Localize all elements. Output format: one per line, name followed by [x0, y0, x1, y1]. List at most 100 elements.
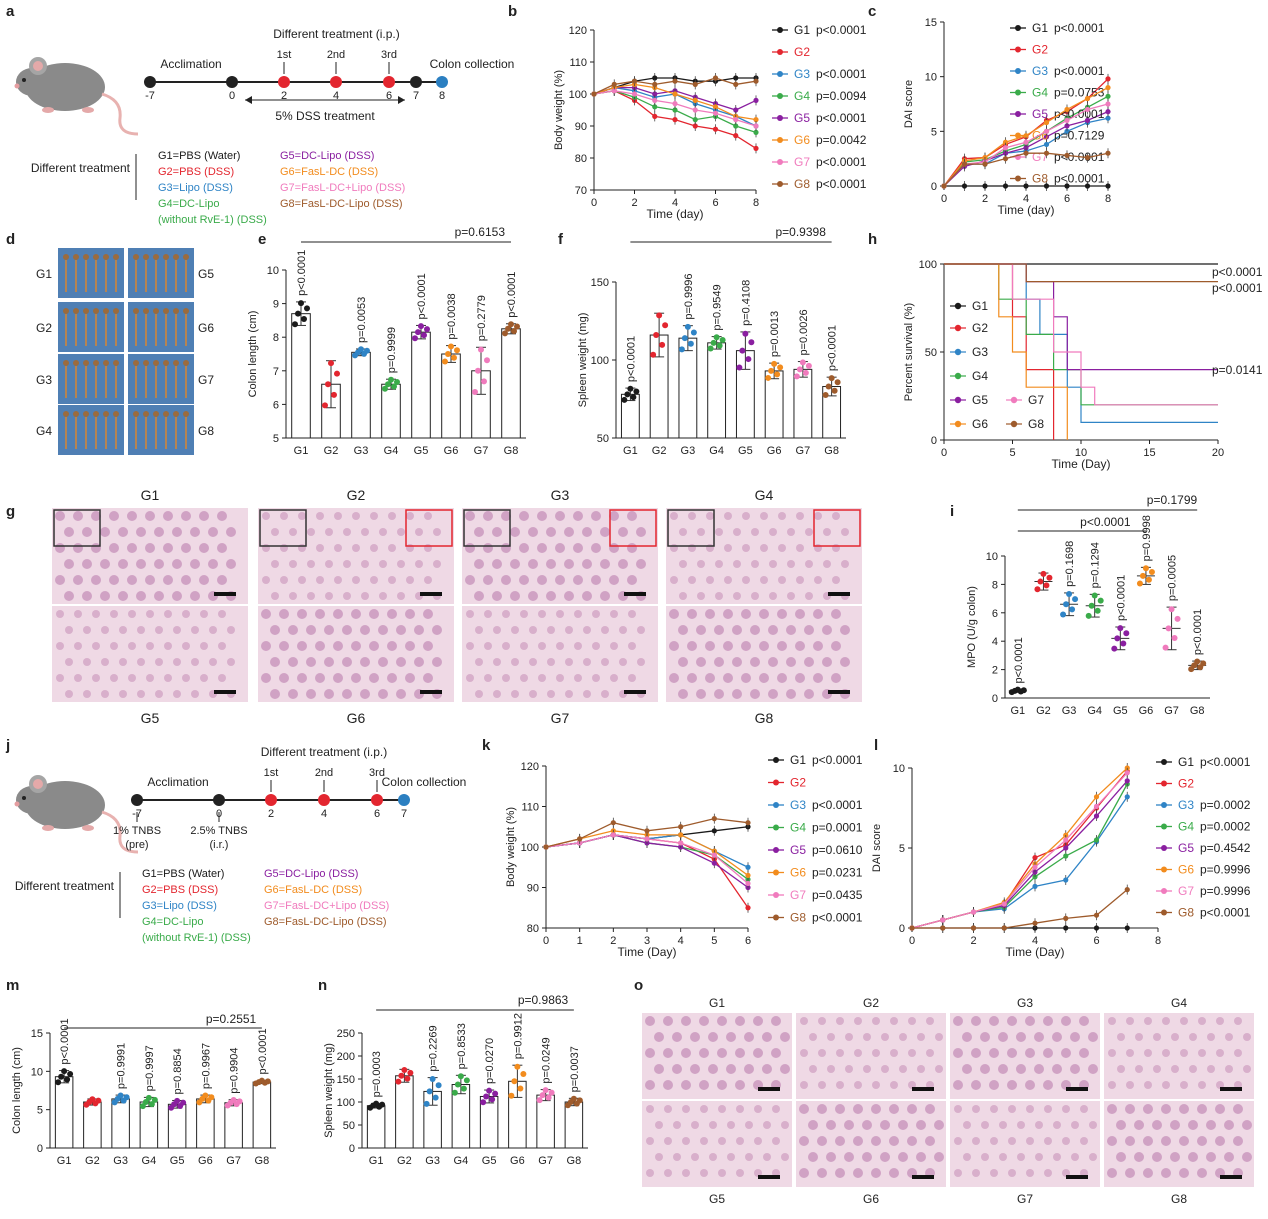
tissue-texture — [316, 576, 324, 584]
data-point-G5 — [742, 330, 749, 337]
panel-letter-g: g — [6, 503, 15, 520]
colon-specimen-head — [163, 308, 169, 314]
data-point-G1 — [652, 75, 658, 81]
data-point-G7 — [711, 852, 717, 858]
tnbs-ir-label: (i.r.) — [210, 839, 229, 851]
tissue-texture — [705, 673, 715, 683]
legend-label: G3 — [972, 345, 988, 359]
panel-letter-m: m — [6, 977, 19, 994]
tissue-texture — [414, 657, 424, 667]
tissue-texture — [502, 642, 510, 650]
tissue-texture — [1062, 1137, 1070, 1145]
data-point-G5 — [418, 323, 424, 330]
x-tick-label: G4 — [1087, 705, 1102, 717]
legend-p-value: p<0.0001 — [812, 753, 863, 767]
legend-marker — [773, 757, 779, 763]
data-point-G3 — [1072, 596, 1079, 603]
tissue-texture — [759, 609, 769, 619]
bracket-p-value: p=0.2551 — [206, 1012, 257, 1026]
x-tick-label: 0 — [941, 193, 947, 205]
tissue-texture — [307, 560, 315, 568]
tissue-texture — [670, 544, 678, 552]
p-value-label: p<0.0001 — [296, 250, 308, 296]
tissue-texture — [708, 1064, 718, 1074]
tissue-texture — [352, 544, 360, 552]
colon-photo — [58, 405, 124, 455]
colon-specimen-head — [173, 308, 179, 314]
tissue-texture — [690, 1032, 700, 1042]
tissue-texture — [732, 657, 742, 667]
scale-bar — [214, 592, 236, 596]
mouse-illustration-j — [14, 775, 139, 854]
tissue-texture — [714, 625, 724, 635]
tissue-texture — [682, 1169, 690, 1177]
tissue-texture — [83, 690, 91, 698]
tissue-texture — [619, 658, 627, 666]
tissue-texture — [962, 1032, 972, 1042]
tissue-texture — [1233, 1136, 1243, 1146]
y-tick-label: 7 — [273, 366, 279, 378]
tissue-texture — [565, 690, 573, 698]
tissue-texture — [379, 560, 387, 568]
tissue-texture — [1180, 1049, 1188, 1057]
treatment-item: G5=DC-Lipo (DSS) — [280, 150, 374, 162]
data-point-G3 — [1069, 606, 1076, 613]
tissue-texture — [762, 1064, 772, 1074]
tissue-texture — [475, 626, 483, 634]
data-point-G4 — [463, 1077, 470, 1084]
tissue-texture — [1152, 1152, 1162, 1162]
tissue-texture — [1126, 1081, 1134, 1089]
legend-label: G6 — [972, 417, 988, 431]
tnbs-pre-label: (pre) — [125, 839, 148, 851]
tissue-texture — [999, 1153, 1007, 1161]
mouse-paw — [42, 825, 54, 831]
data-point-G4 — [753, 129, 759, 135]
bar-G3 — [678, 337, 698, 439]
x-tick-label: G7 — [538, 1155, 553, 1167]
tissue-texture — [172, 527, 182, 537]
series-line-G8 — [912, 889, 1128, 929]
data-point-G4 — [710, 339, 717, 346]
legend-marker — [1015, 89, 1021, 96]
tissue-texture — [935, 1033, 943, 1041]
tissue-texture — [289, 592, 297, 600]
colon-specimen-head — [83, 254, 89, 260]
tissue-texture — [836, 1081, 844, 1089]
data-point-G8 — [822, 391, 829, 398]
x-axis-label: Time (Day) — [1052, 457, 1111, 471]
tissue-texture — [547, 626, 555, 634]
mouse-nose — [14, 83, 20, 89]
tissue-texture — [583, 658, 591, 666]
data-point-G6 — [768, 367, 775, 374]
tissue-texture — [483, 575, 493, 585]
timeline-day: 2 — [281, 90, 287, 102]
tissue-texture — [262, 544, 270, 552]
data-point-G2 — [1043, 582, 1050, 589]
tissue-texture — [582, 527, 592, 537]
photo-label: G6 — [198, 321, 214, 335]
tissue-texture — [484, 610, 492, 618]
data-point-G8 — [610, 820, 616, 826]
tissue-texture — [1234, 1049, 1242, 1057]
tissue-texture — [546, 559, 556, 569]
tissue-texture — [1224, 1152, 1234, 1162]
tissue-texture — [1162, 1081, 1170, 1089]
tissue-texture — [288, 689, 298, 699]
bar-G8 — [252, 1081, 272, 1149]
legend-label: G3 — [1032, 64, 1048, 78]
tissue-texture — [655, 1121, 663, 1129]
treatment-item: G7=FasL-DC+Lipo (DSS) — [280, 182, 405, 194]
tissue-texture — [1171, 1065, 1179, 1073]
tissue-texture — [863, 1065, 871, 1073]
tissue-texture — [1088, 1032, 1098, 1042]
data-point-G5 — [486, 1087, 493, 1094]
y-tick-label: 120 — [521, 761, 539, 773]
tissue-texture — [778, 544, 786, 552]
colon-specimen-head — [103, 360, 109, 366]
tissue-texture — [433, 560, 441, 568]
treatment-list-title: Different treatment — [15, 879, 115, 893]
tissue-texture — [465, 543, 475, 553]
tissue-texture — [664, 1169, 672, 1177]
tissue-texture — [1107, 1136, 1117, 1146]
tissue-texture — [700, 1105, 708, 1113]
